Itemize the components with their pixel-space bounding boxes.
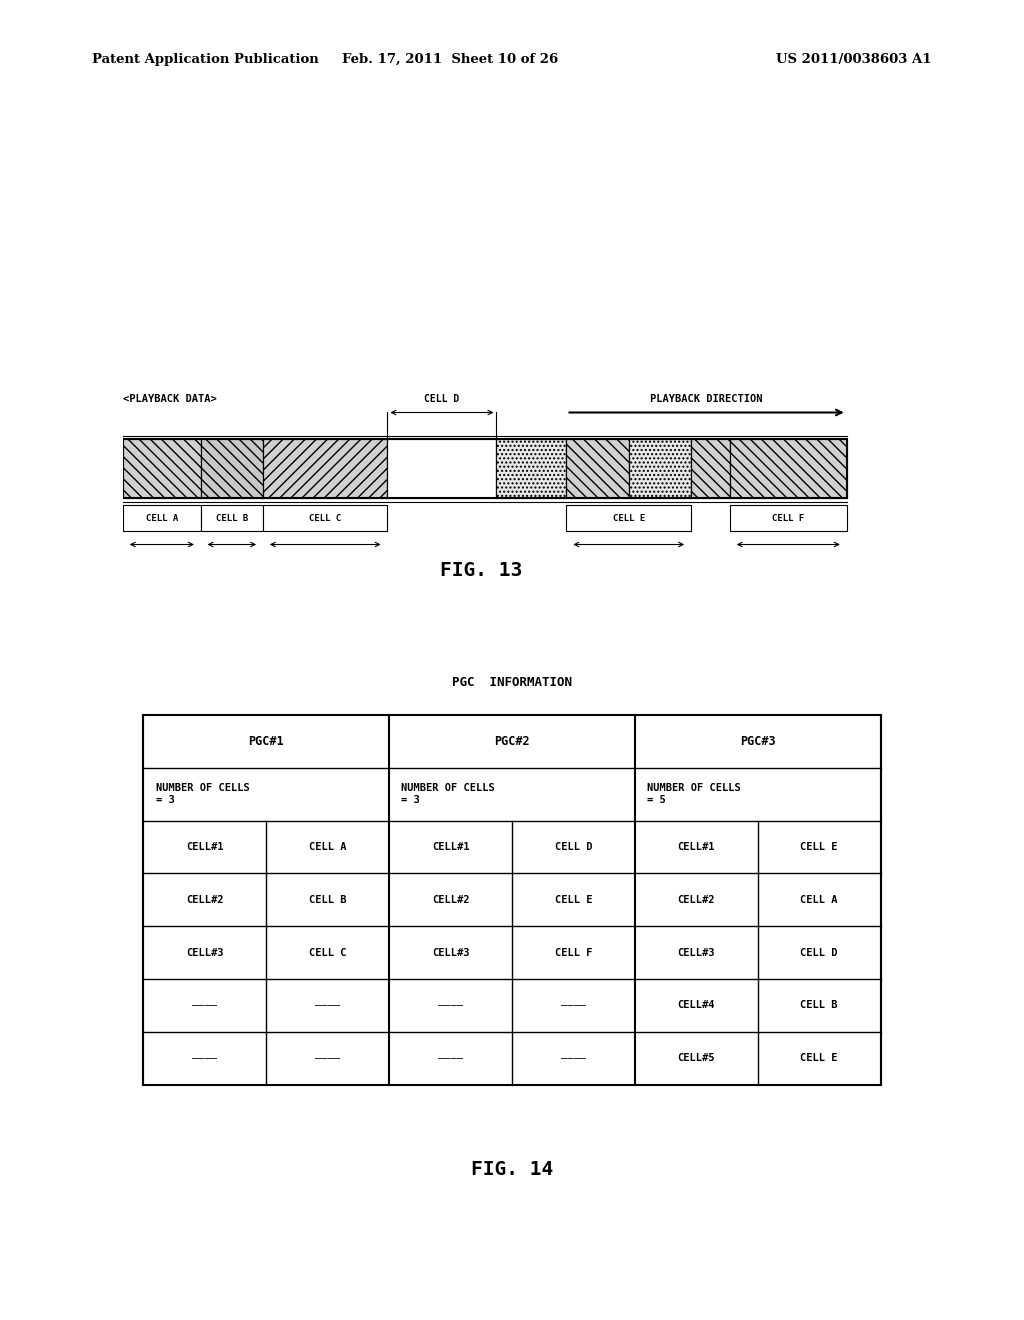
Text: PLAYBACK DIRECTION: PLAYBACK DIRECTION (650, 395, 763, 404)
Text: CELL#3: CELL#3 (432, 948, 469, 958)
Text: CELL A: CELL A (145, 513, 178, 523)
Text: NUMBER OF CELLS
= 5: NUMBER OF CELLS = 5 (647, 783, 741, 805)
Text: ————: ———— (315, 1001, 340, 1011)
Text: CELL F: CELL F (555, 948, 592, 958)
Text: CELL#2: CELL#2 (432, 895, 469, 906)
Text: ————: ———— (561, 1001, 586, 1011)
Text: ————: ———— (438, 1001, 463, 1011)
Text: CELL B: CELL B (216, 513, 248, 523)
Text: ————: ———— (561, 1053, 586, 1064)
Text: CELL#1: CELL#1 (432, 842, 469, 853)
Text: CELL#2: CELL#2 (678, 895, 715, 906)
Bar (566, 438, 629, 498)
Text: CELL#5: CELL#5 (678, 1053, 715, 1064)
Bar (566, 504, 691, 531)
Text: CELL E: CELL E (801, 1053, 838, 1064)
Text: CELL C: CELL C (309, 513, 341, 523)
Bar (263, 504, 387, 531)
Text: CELL#4: CELL#4 (678, 1001, 715, 1011)
Bar (123, 504, 201, 531)
Text: CELL D: CELL D (555, 842, 592, 853)
Bar (263, 438, 387, 498)
Bar (629, 438, 691, 498)
Text: CELL B: CELL B (309, 895, 346, 906)
Text: CELL E: CELL E (612, 513, 645, 523)
Bar (201, 504, 263, 531)
Text: NUMBER OF CELLS
= 3: NUMBER OF CELLS = 3 (156, 783, 250, 805)
Bar (730, 504, 847, 531)
Bar (123, 438, 201, 498)
Text: CELL#1: CELL#1 (678, 842, 715, 853)
Bar (143, 715, 881, 1085)
Text: ————: ———— (193, 1001, 217, 1011)
Bar (201, 438, 263, 498)
Bar (123, 438, 847, 498)
Text: CELL D: CELL D (424, 395, 460, 404)
Text: CELL#1: CELL#1 (186, 842, 223, 853)
Text: PGC#1: PGC#1 (249, 735, 284, 748)
Text: CELL E: CELL E (801, 842, 838, 853)
Text: CELL B: CELL B (801, 1001, 838, 1011)
Bar (387, 438, 497, 498)
Bar (730, 438, 847, 498)
Text: CELL#3: CELL#3 (186, 948, 223, 958)
Text: NUMBER OF CELLS
= 3: NUMBER OF CELLS = 3 (401, 783, 496, 805)
Text: <PLAYBACK DATA>: <PLAYBACK DATA> (123, 395, 217, 404)
Text: CELL#3: CELL#3 (678, 948, 715, 958)
Text: PGC#3: PGC#3 (740, 735, 775, 748)
Text: CELL A: CELL A (309, 842, 346, 853)
Bar (497, 438, 566, 498)
Text: Feb. 17, 2011  Sheet 10 of 26: Feb. 17, 2011 Sheet 10 of 26 (342, 53, 559, 66)
Text: US 2011/0038603 A1: US 2011/0038603 A1 (776, 53, 932, 66)
Text: ————: ———— (438, 1053, 463, 1064)
Text: CELL E: CELL E (555, 895, 592, 906)
Bar (691, 438, 730, 498)
Text: PGC#2: PGC#2 (495, 735, 529, 748)
Text: FIG. 14: FIG. 14 (471, 1160, 553, 1179)
Text: ————: ———— (315, 1053, 340, 1064)
Text: CELL D: CELL D (801, 948, 838, 958)
Text: Patent Application Publication: Patent Application Publication (92, 53, 318, 66)
Text: CELL C: CELL C (309, 948, 346, 958)
Text: ————: ———— (193, 1053, 217, 1064)
Text: CELL F: CELL F (772, 513, 805, 523)
Text: FIG. 13: FIG. 13 (439, 561, 522, 581)
Text: CELL#2: CELL#2 (186, 895, 223, 906)
Text: CELL A: CELL A (801, 895, 838, 906)
Text: PGC  INFORMATION: PGC INFORMATION (452, 676, 572, 689)
